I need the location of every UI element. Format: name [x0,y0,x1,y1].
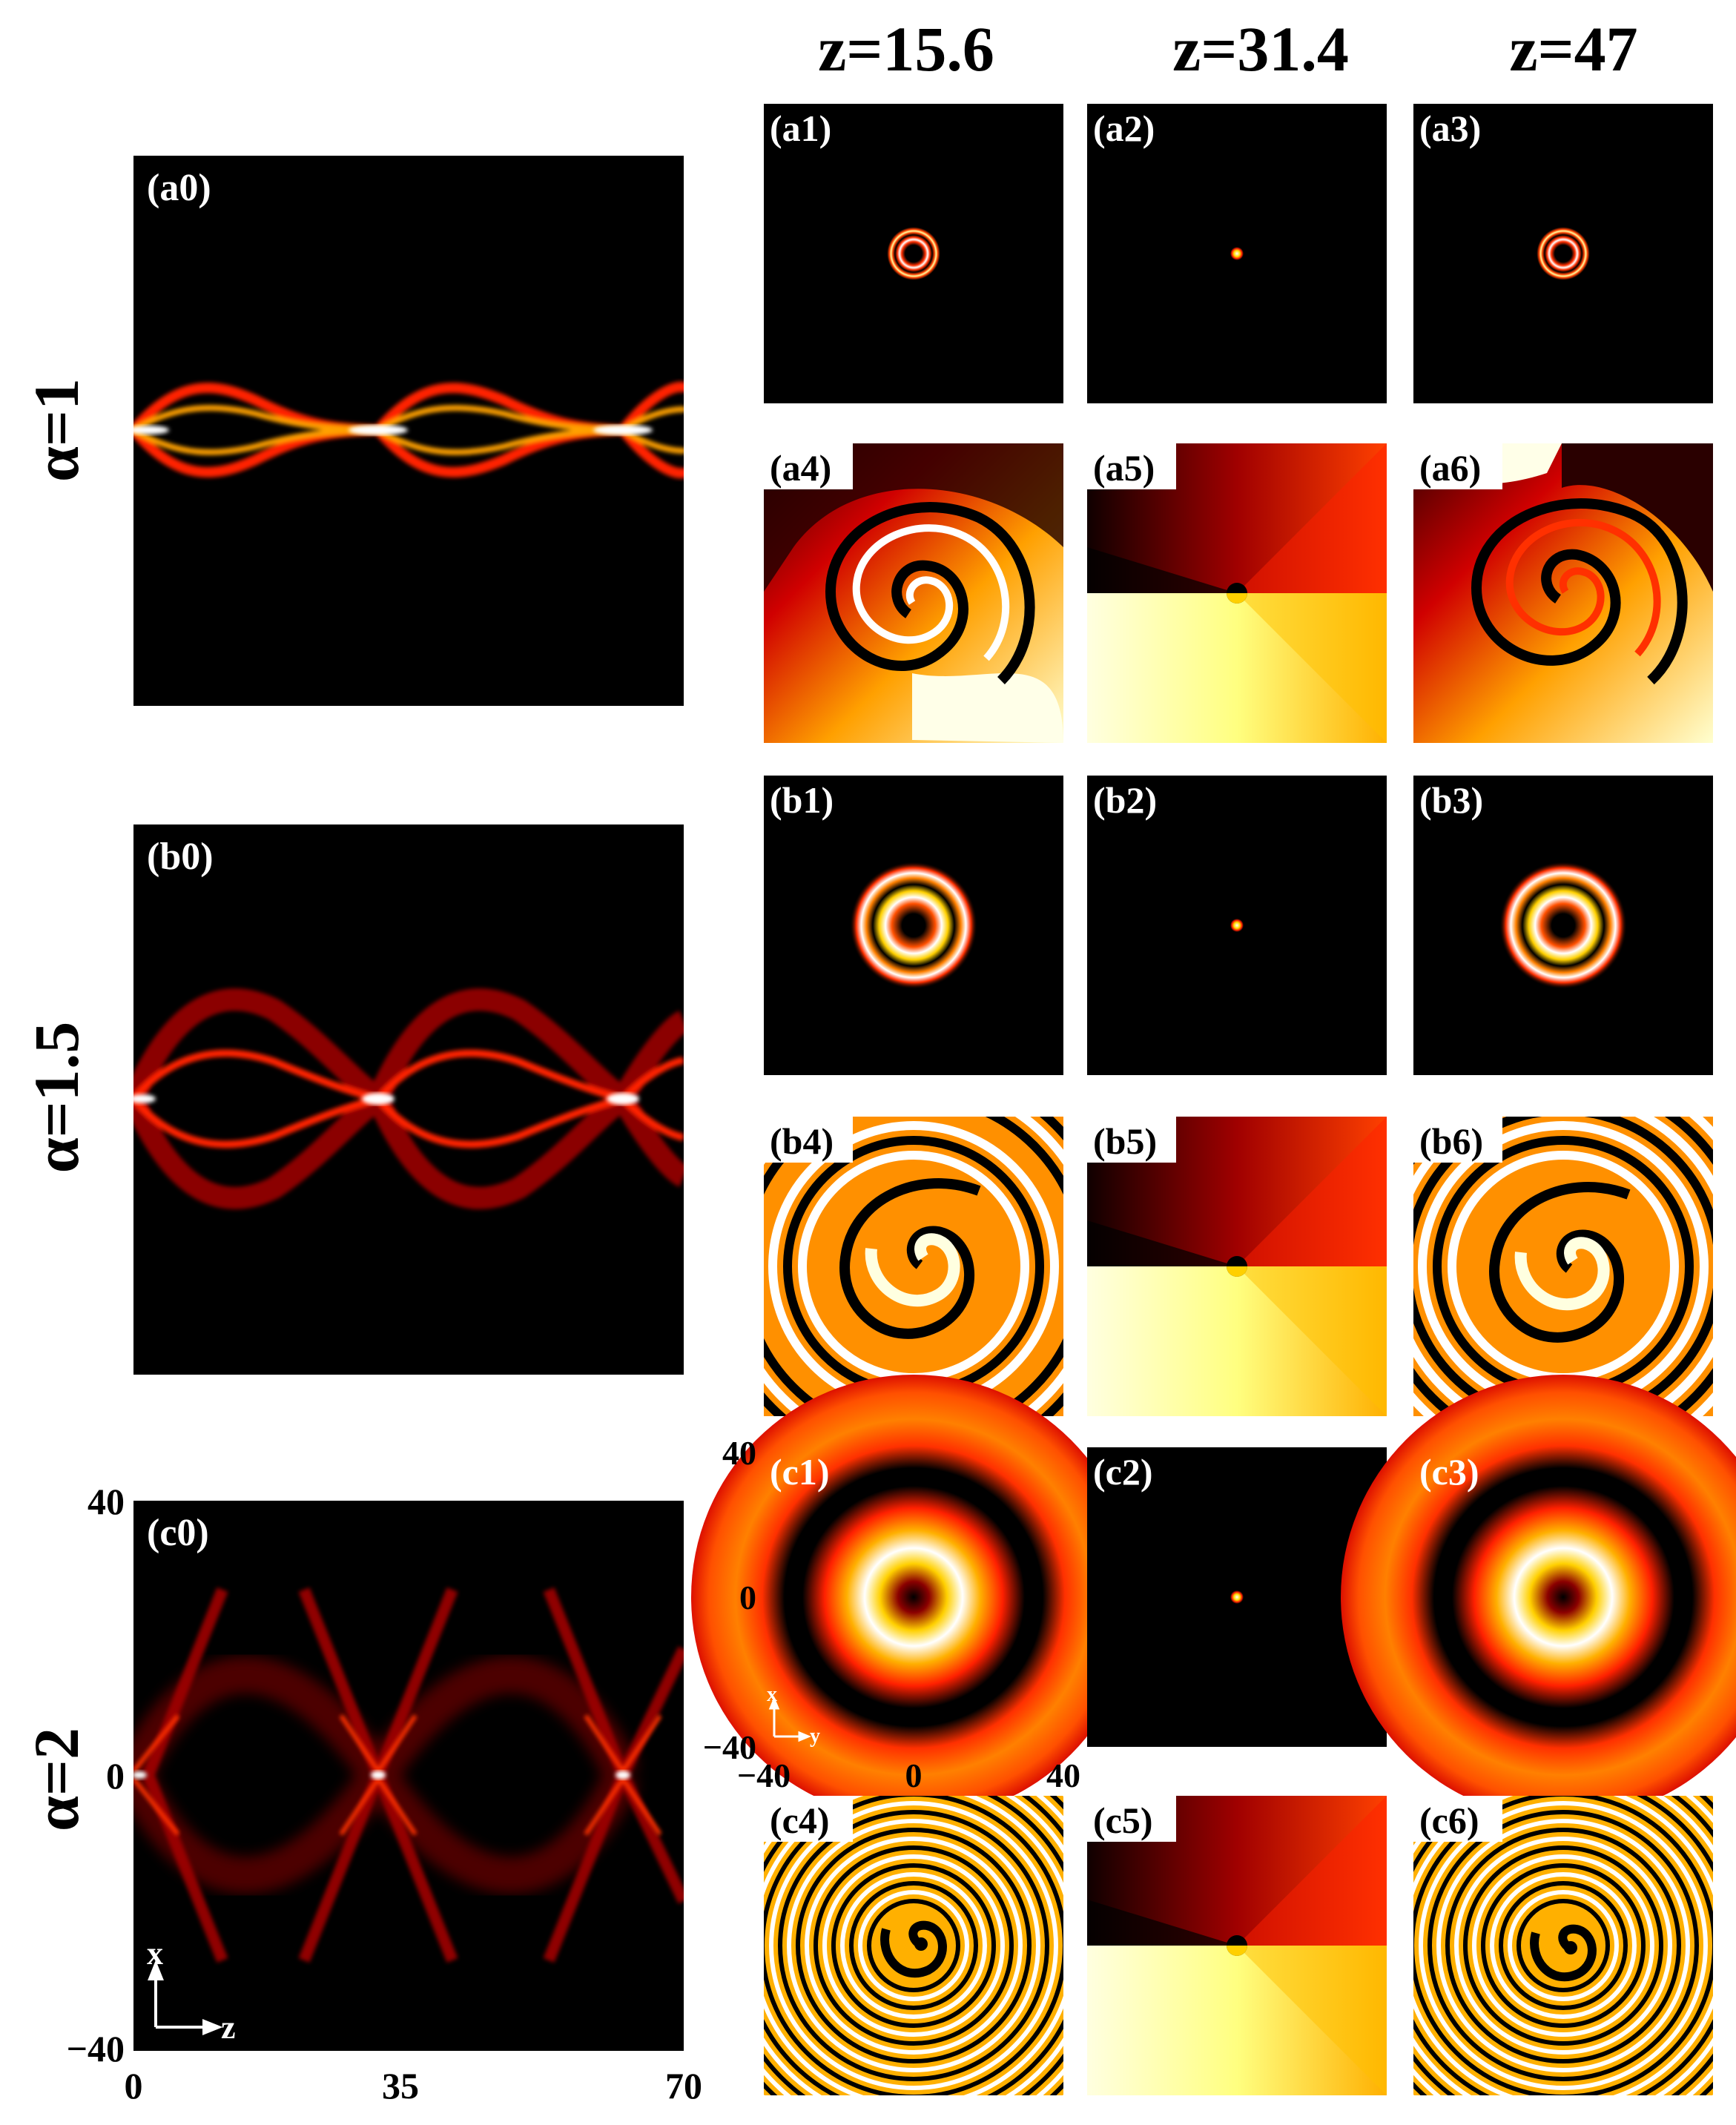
panel-tag-a2: (a2) [1093,108,1155,149]
tick-ty-minus40: −40 [703,1728,756,1766]
panel-tag-c4: (c4) [770,1800,830,1841]
panel-tag-a4: (a4) [770,447,831,489]
tick-tx-0: 0 [905,1756,923,1794]
phase-panel-a4: (a4) [764,443,1063,743]
tick-y-0: 0 [106,1755,125,1797]
panel-tag-b5: (b5) [1093,1120,1157,1162]
panel-tag-b1: (b1) [770,779,834,821]
intensity-panel-c2: (c2) [1087,1447,1387,1747]
intensity-panel-a2: (a2) [1087,104,1387,403]
axis-arrows-c0 [148,1960,223,2035]
panel-tag-c5: (c5) [1093,1800,1153,1841]
intensity-panel-b1: (b1) [764,776,1063,1075]
panel-tag-a6: (a6) [1419,447,1481,489]
panel-tag-c0: (c0) [147,1512,209,1554]
phase-panel-c6: (c6) [1413,1796,1713,2095]
panel-tag-c2: (c2) [1093,1451,1153,1493]
panel-tag-a0: (a0) [147,167,211,209]
column-title-2: z=31.4 [1172,13,1349,85]
tick-ty-0: 0 [739,1579,756,1616]
column-title-3: z=47 [1509,13,1637,85]
axis-arrow-label-c1-y: y [810,1725,820,1748]
axis-arrow-label-c1-x: x [767,1683,777,1706]
intensity-panel-a1: (a1) [764,104,1063,403]
tick-z-0: 0 [125,2065,143,2106]
column-title-1: z=15.6 [818,13,994,85]
intensity-panel-c3: (c3) [1341,1375,1736,1820]
row-label-alpha-2: α=2 [21,1728,92,1831]
propagation-y-ticks: 40 0 −40 [67,1481,125,2069]
panel-tag-c6: (c6) [1419,1800,1479,1841]
phase-panel-c4: (c4) [764,1796,1063,2095]
phase-panel-c5: (c5) [1087,1796,1387,2095]
panel-tag-b6: (b6) [1419,1120,1483,1162]
panel-tag-b4: (b4) [770,1120,834,1162]
intensity-panel-b3: (b3) [1413,776,1713,1075]
panel-tag-c1: (c1) [770,1451,830,1493]
axis-arrow-label-x: x [147,1935,163,1972]
axis-arrows-c1 [768,1696,811,1742]
panel-tag-a5: (a5) [1093,447,1155,489]
intensity-panel-b2: (b2) [1087,776,1387,1075]
phase-panel-a6: (a6) [1413,443,1713,743]
tick-tx-minus40: −40 [737,1756,791,1794]
axis-arrow-label-z: z [221,2009,236,2046]
tick-y-minus40: −40 [67,2028,125,2069]
panel-tag-c3: (c3) [1419,1451,1479,1493]
panel-tag-b2: (b2) [1093,779,1157,821]
tick-z-70: 70 [665,2065,702,2106]
tick-ty-40: 40 [722,1434,756,1472]
tick-z-35: 35 [382,2065,419,2106]
propagation-panel-a0: (a0) [133,156,684,706]
phase-panel-b6: (b6) [1413,1117,1713,1416]
propagation-x-ticks: 0 35 70 [125,2065,703,2106]
phase-panel-b5: (b5) [1087,1117,1387,1416]
propagation-panel-c0: (c0) x z [133,1501,684,2051]
row-label-alpha-1-5: α=1.5 [21,1022,92,1174]
transverse-y-ticks: 40 0 −40 [703,1434,756,1766]
phase-panel-a5: (a5) [1087,443,1387,743]
intensity-panel-a3: (a3) [1413,104,1713,403]
panel-tag-a1: (a1) [770,108,831,149]
panel-tag-b0: (b0) [147,836,214,878]
panel-tag-b3: (b3) [1419,779,1483,821]
intensity-panel-c1: (c1) x y [691,1375,1136,1820]
panel-tag-a3: (a3) [1419,108,1481,149]
transverse-x-ticks: −40 0 40 [737,1756,1080,1794]
tick-y-40: 40 [88,1481,125,1522]
tick-tx-40: 40 [1046,1756,1080,1794]
row-label-alpha-1: α=1 [21,378,92,482]
propagation-panel-b0: (b0) [133,824,684,1375]
